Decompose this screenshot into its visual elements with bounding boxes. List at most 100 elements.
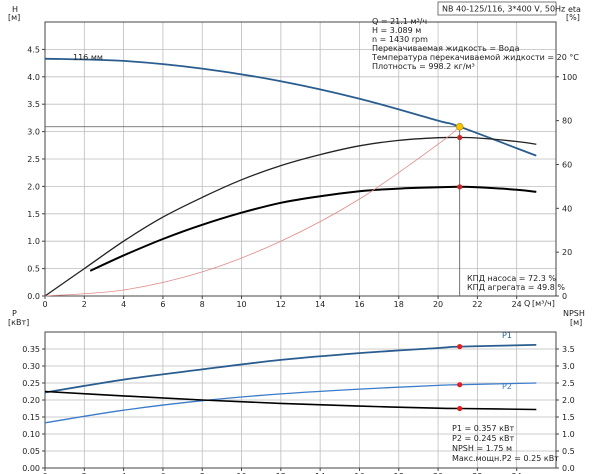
x-tick-label: 6	[160, 300, 165, 309]
y-tick-label: 0.30	[22, 362, 40, 371]
x-tick-label: 4	[121, 300, 126, 309]
performance-right-ticks: 0 20 40 60 80 100	[556, 73, 577, 301]
p2-series-label: P2	[502, 382, 512, 391]
right-tick-label: 2.0	[562, 396, 575, 405]
npsh-value: NPSH = 1.75 м	[452, 444, 512, 453]
performance-series	[44, 57, 537, 297]
y-tick-label: 0.20	[22, 396, 40, 405]
unit-efficiency-label: КПД агрегата = 49.8 %	[467, 283, 565, 292]
y-tick-label: 0.0	[27, 292, 40, 301]
right-tick-label: 40	[562, 204, 572, 213]
chart-title-box	[437, 1, 557, 16]
performance-grid	[45, 22, 556, 296]
x-tick-label: 2	[82, 300, 87, 309]
eta-axis-unit: [%]	[566, 13, 580, 22]
power-axis-label: P	[12, 309, 17, 318]
x-tick-label: 0	[42, 472, 47, 474]
series-line-0-1	[44, 136, 537, 297]
y-tick-label: 3.5	[27, 100, 40, 109]
operating-point-marker	[455, 123, 464, 131]
x-tick-label: 10	[236, 472, 246, 474]
eta-axis-label: eta	[568, 5, 581, 14]
power-y-ticks: 0.00 0.05 0.10 0.15 0.20 0.25 0.30 0.35	[22, 345, 45, 473]
right-tick-label: 100	[562, 73, 577, 82]
series-line-0-2	[89, 185, 537, 272]
head-axis-unit: [м]	[8, 13, 20, 22]
right-tick-label: 3.0	[562, 362, 575, 371]
chart-title: NB 40-125/116, 3*400 V, 50Hz	[442, 5, 565, 14]
p1-value: P1 = 0.357 кВт	[452, 424, 514, 433]
right-tick-label: 0	[562, 292, 567, 301]
pump-efficiency-label: КПД насоса = 72.3 %	[467, 274, 556, 283]
x-tick-label: 0	[42, 300, 47, 309]
performance-y-ticks: 0.0 0.5 1.0 1.5 2.0 2.5 3.0 3.5 4.0 4.5	[27, 45, 45, 301]
right-tick-label: 1.5	[562, 413, 575, 422]
series-line-0-3	[44, 126, 460, 297]
right-tick-label: 0.5	[562, 447, 575, 456]
power-markers	[457, 344, 463, 412]
series-line-P1	[44, 344, 537, 394]
y-tick-label: 0.25	[22, 379, 40, 388]
series-line-P2	[44, 382, 537, 424]
x-tick-label: 10	[236, 300, 246, 309]
x-tick-label: 8	[200, 472, 205, 474]
y-tick-label: 0.10	[22, 430, 40, 439]
npsh-axis-label: NPSH	[563, 309, 585, 318]
flow-axis-label: Q	[524, 299, 530, 308]
duty-marker	[457, 344, 463, 350]
x-tick-label: 24	[512, 300, 522, 309]
right-tick-label: 3.5	[562, 345, 575, 354]
duty-head: H = 3.089 м	[372, 26, 421, 35]
duty-marker	[457, 382, 463, 388]
flow-axis-unit: [м³/ч]	[532, 299, 555, 308]
x-tick-label: 22	[472, 300, 482, 309]
x-tick-label: 4	[121, 472, 126, 474]
y-tick-label: 0.05	[22, 447, 40, 456]
x-tick-label: 6	[160, 472, 165, 474]
y-tick-label: 0.5	[27, 265, 40, 274]
impeller-diameter-label: 116 мм	[73, 53, 103, 62]
y-tick-label: 0.35	[22, 345, 40, 354]
y-tick-label: 1.0	[27, 237, 40, 246]
x-tick-label: 12	[276, 300, 286, 309]
x-tick-label: 2	[82, 472, 87, 474]
pumped-liquid: Перекачиваемая жидкость = Вода	[372, 44, 520, 53]
max-p2-value: Макс.мощн.P2 = 0.25 кВт	[452, 454, 559, 463]
performance-markers	[45, 123, 464, 296]
right-tick-label: 20	[562, 248, 572, 257]
right-tick-label: 60	[562, 160, 572, 169]
series-line-116-мм	[44, 57, 537, 157]
y-tick-label: 0.00	[22, 464, 40, 473]
right-tick-label: 2.5	[562, 379, 575, 388]
right-tick-label: 1.0	[562, 430, 575, 439]
x-tick-label: 12	[276, 472, 286, 474]
y-tick-label: 3.0	[27, 128, 40, 137]
x-tick-label: 8	[200, 300, 205, 309]
power-axis-unit: [кВт]	[8, 318, 29, 327]
liquid-density: Плотность = 998.2 кг/м³	[372, 62, 475, 71]
right-tick-label: 80	[562, 117, 572, 126]
liquid-temperature: Температура перекачиваемой жидкости = 20…	[371, 53, 579, 62]
power-series	[44, 344, 537, 424]
x-tick-label: 22	[472, 472, 482, 474]
head-axis-label: H	[12, 5, 18, 14]
y-tick-label: 4.5	[27, 45, 40, 54]
duty-flow: Q = 21.1 м³/ч	[372, 17, 427, 26]
p2-value: P2 = 0.245 кВт	[452, 434, 514, 443]
performance-x-ticks: 0 2 4 6 8 10 12 14 16 18 20 22 24	[42, 296, 522, 309]
y-tick-label: 1.5	[27, 210, 40, 219]
npsh-axis-unit: [м]	[570, 318, 582, 327]
x-tick-label: 14	[315, 472, 325, 474]
y-tick-label: 0.15	[22, 413, 40, 422]
x-tick-label: 16	[354, 300, 364, 309]
duty-speed: n = 1430 rpm	[372, 35, 428, 44]
x-tick-label: 18	[394, 300, 404, 309]
x-tick-label: 14	[315, 300, 325, 309]
x-tick-label: 20	[433, 472, 443, 474]
y-tick-label: 2.5	[27, 155, 40, 164]
duty-marker	[457, 405, 463, 412]
x-tick-label: 18	[394, 472, 404, 474]
y-tick-label: 4.0	[27, 73, 40, 82]
